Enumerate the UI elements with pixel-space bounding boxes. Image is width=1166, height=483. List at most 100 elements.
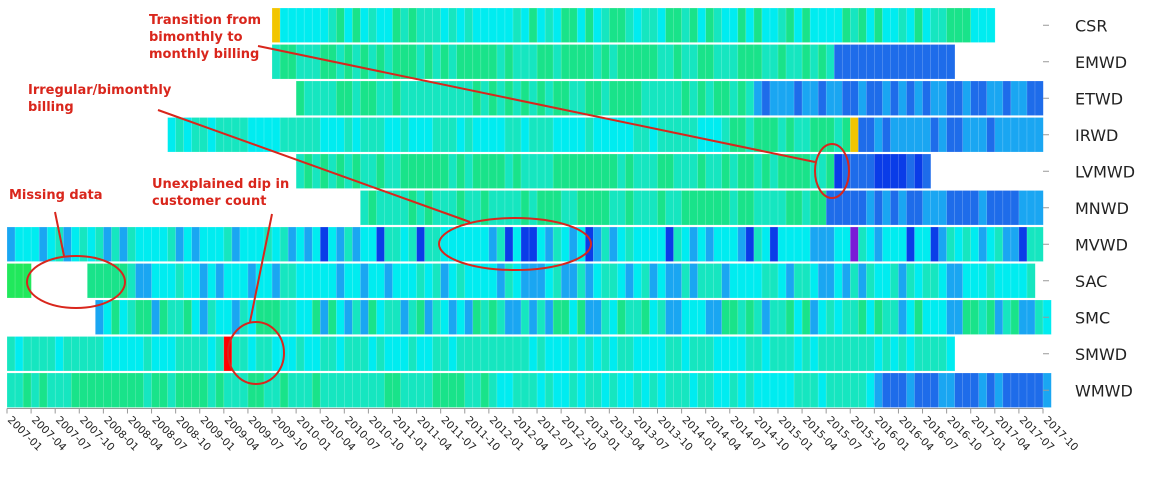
heatmap-cell <box>488 117 498 153</box>
heatmap-cell <box>191 299 201 335</box>
heatmap-cell <box>352 226 361 262</box>
heatmap-cell <box>850 7 859 43</box>
heatmap-cell <box>713 153 723 189</box>
heatmap-cell <box>584 44 594 80</box>
heatmap-cell <box>689 263 699 299</box>
heatmap-cell <box>215 117 225 153</box>
heatmap-cell <box>151 299 161 335</box>
heatmap-cell <box>809 372 819 408</box>
heatmap-cell <box>978 80 988 116</box>
heatmap-cell <box>448 117 458 153</box>
heatmap-cell <box>649 117 659 153</box>
heatmap-cell <box>809 44 819 80</box>
heatmap-cell <box>946 117 956 153</box>
heatmap-cell <box>456 44 466 80</box>
heatmap-cell <box>665 372 675 408</box>
heatmap-cell <box>705 117 715 153</box>
heatmap-cell <box>199 263 209 299</box>
heatmap-cell <box>665 299 675 335</box>
heatmap-cell <box>199 372 209 408</box>
heatmap-cell <box>520 336 530 372</box>
heatmap-cell <box>432 336 442 372</box>
heatmap-cell <box>938 336 948 372</box>
heatmap-cell <box>890 7 899 43</box>
heatmap-cell <box>287 336 297 372</box>
heatmap-cell <box>593 226 602 262</box>
heatmap-cell <box>769 190 779 226</box>
heatmap-cell <box>681 263 691 299</box>
heatmap-cell <box>938 372 948 408</box>
heatmap-cell <box>584 80 594 116</box>
heatmap-cell <box>143 263 153 299</box>
heatmap-cell <box>609 372 618 408</box>
heatmap-cell <box>601 372 610 408</box>
heatmap-cell <box>785 336 795 372</box>
heatmap-cell <box>769 7 779 43</box>
heatmap-cell <box>625 336 634 372</box>
heatmap-cell <box>456 263 466 299</box>
heatmap-cell <box>560 7 570 43</box>
heatmap-cell <box>488 80 498 116</box>
annotation-circle <box>227 321 285 385</box>
heatmap-cell <box>520 7 530 43</box>
heatmap-cell <box>528 226 538 262</box>
heatmap-cell <box>930 226 940 262</box>
heatmap-cell <box>1010 263 1020 299</box>
heatmap-cell <box>536 80 546 116</box>
heatmap-cell <box>568 153 578 189</box>
heatmap-cell <box>311 299 321 335</box>
heatmap-cell <box>914 7 924 43</box>
heatmap-cell <box>263 336 273 372</box>
heatmap-cell <box>544 226 554 262</box>
heatmap-cell <box>311 336 321 372</box>
annotation-pointer <box>257 45 816 163</box>
heatmap-cell <box>713 226 723 262</box>
heatmap-cell <box>898 7 908 43</box>
heatmap-cell <box>295 299 305 335</box>
heatmap-cell <box>376 7 386 43</box>
heatmap-cell <box>769 226 779 262</box>
heatmap-cell <box>625 190 634 226</box>
heatmap-cell <box>456 80 466 116</box>
heatmap-cell <box>400 44 410 80</box>
heatmap-cell <box>657 153 667 189</box>
heatmap-cell <box>665 44 675 80</box>
heatmap-cell <box>344 7 353 43</box>
heatmap-cell <box>223 226 233 262</box>
heatmap-cell <box>336 153 345 189</box>
heatmap-cell <box>504 44 514 80</box>
heatmap-cell <box>641 153 651 189</box>
heatmap-cell <box>520 153 530 189</box>
heatmap-cell <box>1018 226 1028 262</box>
heatmap-cell <box>970 372 980 408</box>
heatmap-cell <box>625 7 634 43</box>
heatmap-cell <box>817 263 827 299</box>
heatmap-cell <box>858 7 867 43</box>
heatmap-cell <box>769 153 779 189</box>
heatmap-cell <box>753 372 763 408</box>
heatmap-cell <box>617 153 626 189</box>
heatmap-cell <box>360 80 369 116</box>
heatmap-cell <box>568 299 578 335</box>
heatmap-cell <box>400 80 410 116</box>
heatmap-cell <box>544 372 554 408</box>
heatmap-cell <box>408 299 418 335</box>
heatmap-cell <box>898 117 908 153</box>
heatmap-cell <box>119 299 129 335</box>
annotations: Transition from bimonthly to monthly billi… <box>9 13 850 385</box>
heatmap-cell <box>633 226 642 262</box>
heatmap-cell <box>568 44 578 80</box>
heatmap-cell <box>705 153 715 189</box>
heatmap-cell <box>295 336 305 372</box>
heatmap-cell <box>440 372 450 408</box>
heatmap-cell <box>729 44 739 80</box>
heatmap-cell <box>785 80 795 116</box>
heatmap-cell <box>697 153 707 189</box>
heatmap-cell <box>697 263 707 299</box>
heatmap-cell <box>440 190 450 226</box>
heatmap-cell <box>954 372 964 408</box>
heatmap-cell <box>384 299 394 335</box>
heatmap-cell <box>1034 299 1044 335</box>
heatmap-cell <box>191 226 201 262</box>
heatmap-cell <box>866 263 875 299</box>
